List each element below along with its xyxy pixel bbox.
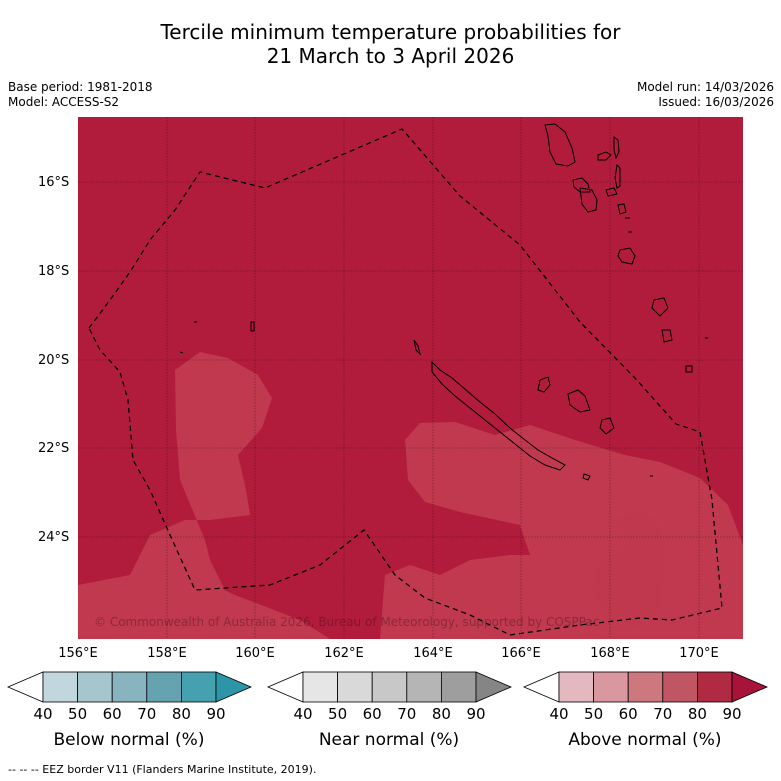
below-normal-cb-under [6,671,44,703]
below-normal-tick-label: 90 [206,705,226,723]
lon-label-168e: 168°E [590,646,630,661]
below-normal-tick-label: 70 [137,705,157,723]
islet-180-352 [179,351,184,354]
maewo-coastline [613,136,620,160]
model-name: Model: ACCESS-S2 [8,95,120,109]
issued-date: Issued: 16/03/2026 [658,95,774,109]
above-normal-tick-label: 40 [549,705,569,723]
below-normal-tick-label: 50 [68,705,88,723]
malo-islet [572,177,591,193]
model-run: Model run: 14/03/2026 [636,80,774,94]
near-normal-cb-segment [440,671,477,703]
probability-region-east-patch [592,512,664,628]
below-normal-cb-segment [146,671,182,703]
isle-of-pines-coastline [582,473,591,481]
lon-label-164e: 164°E [413,646,453,661]
probability-region-south [78,570,330,639]
above-normal-cb-segment [662,671,698,703]
coastlines [179,123,708,481]
lifou-coastline [567,389,591,413]
above-normal-tick-label: 80 [687,705,707,723]
near-normal-cb-segment [406,671,442,703]
above-normal-cb-segment [697,671,733,703]
lat-label-18s: 18°S [38,264,70,279]
near-normal-tick-label: 40 [293,705,313,723]
below-normal-title: Below normal (%) [53,730,205,750]
lon-label-158e: 158°E [147,646,187,661]
near-normal-cb-segment [337,671,373,703]
near-normal-cb-over [475,671,513,703]
ambrym-coastline [605,187,618,197]
new-caledonia-coastline [431,360,566,471]
ambae-coastline [597,151,612,161]
lon-label-156e: 156°E [58,646,98,661]
meta-right: Model run: 14/03/2026 Issued: 16/03/2026 [637,80,774,110]
above-normal-cb-under [522,671,560,703]
espiritu-santo-coastline [544,123,576,167]
near-normal-tick-label: 80 [431,705,451,723]
above-normal-cb-over [731,671,769,703]
below-normal-cb-segment [111,671,148,703]
chart-title-line2: 21 March to 3 April 2026 [266,44,515,68]
colorbars [6,671,769,703]
lon-label-170e: 170°E [679,646,719,661]
near-normal-cb-segment [302,671,338,703]
base-period: Base period: 1981-2018 [8,80,153,94]
pentecost-coastline [614,163,621,189]
malakula-coastline [579,187,598,213]
above-normal-tick-label: 50 [584,705,604,723]
near-normal-tick-label: 50 [328,705,348,723]
near-normal-cb-segment [371,671,408,703]
lon-label-160e: 160°E [235,646,275,661]
lat-label-24s: 24°S [38,530,70,545]
lon-label-162e: 162°E [324,646,364,661]
near-normal-tick-label: 60 [362,705,382,723]
above-normal-tick-label: 70 [653,705,673,723]
erromango-coastline [651,297,669,317]
below-normal-cb-segment [180,671,217,703]
map-grid [78,117,743,639]
below-normal-cb-segment [42,671,78,703]
efate-coastline [617,247,636,265]
lat-label-16s: 16°S [38,175,70,190]
belep-islet [413,339,421,356]
epi-islet [617,203,627,215]
above-normal-cb-segment [593,671,629,703]
above-normal-cb-segment [558,671,594,703]
near-normal-cb-under [266,671,304,703]
below-normal-cb-over [215,671,253,703]
eez-legend-note: -- -- -- EEZ border V11 (Flanders Marine… [8,763,317,776]
above-normal-tick-label: 60 [618,705,638,723]
eez-border [88,128,723,636]
lat-label-22s: 22°S [38,441,70,456]
copyright-text: © Commonwealth of Australia 2026, Bureau… [94,615,599,629]
tanna-coastline [661,329,673,343]
near-normal-tick-label: 70 [397,705,417,723]
lon-label-166e: 166°E [501,646,541,661]
below-normal-tick-label: 40 [33,705,53,723]
near-normal-tick-label: 90 [466,705,486,723]
rennell-islet [250,321,255,332]
above-normal-cb-segment [627,671,664,703]
ouvea-coastline [537,376,551,393]
above-normal-tick-label: 90 [722,705,742,723]
below-normal-tick-label: 80 [171,705,191,723]
probability-region-west [78,352,272,639]
meta-left: Base period: 1981-2018 Model: ACCESS-S2 [8,80,153,110]
mare-coastline [599,417,615,435]
aneityum-coastline [685,365,693,373]
chart-title-line1: Tercile minimum temperature probabilitie… [160,20,621,44]
below-normal-cb-segment [77,671,113,703]
above-normal-title: Above normal (%) [568,730,722,750]
below-normal-tick-label: 60 [102,705,122,723]
near-normal-title: Near normal (%) [318,730,460,750]
lat-label-20s: 20°S [38,353,70,368]
